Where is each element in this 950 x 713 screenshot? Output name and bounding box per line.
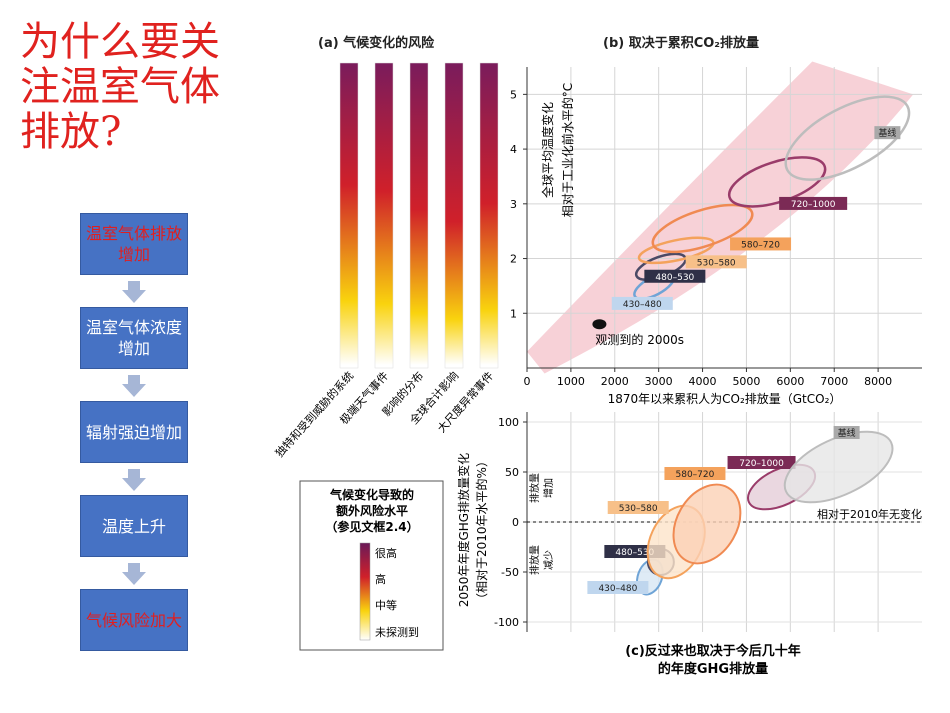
scenario-label: 530–580 — [697, 258, 736, 268]
x-tick-label: 3000 — [645, 375, 673, 388]
scenario-ellipse — [784, 95, 911, 181]
scenario-label-bg — [779, 196, 848, 210]
x-tick-label: 0 — [524, 375, 531, 388]
x-tick-label: 1000 — [557, 375, 585, 388]
x-tick-label: 8000 — [864, 375, 892, 388]
side-label: 排放量 — [528, 473, 541, 503]
legend-box — [299, 480, 444, 651]
side-label: 增加 — [542, 478, 555, 498]
y-tick-label: -100 — [494, 616, 519, 629]
scenario-label-bg — [833, 426, 860, 439]
down-arrow-icon — [122, 281, 146, 303]
scenario-ellipse — [672, 483, 742, 565]
x-tick-label: 7000 — [820, 375, 848, 388]
panel-b-chart: 0 1000 2000 3000 4000 5000 6000 7000 8000 1 2 3 4 5 18… — [510, 61, 922, 406]
legend-level: 未探测到 — [375, 626, 419, 639]
y-axis-label: （相对于2010年水平的%） — [474, 455, 489, 605]
scenario-label: 720–1000 — [791, 200, 836, 210]
flow-step-3: 辐射强迫增加 — [80, 401, 188, 463]
y-tick-label: 5 — [510, 88, 517, 101]
legend-color-bar — [359, 542, 371, 641]
scenario-label-bg — [664, 467, 726, 480]
reference-line-label: 相对于2010年无变化 — [817, 507, 922, 521]
panel-a-title: (a) 气候变化的风险 — [318, 36, 435, 51]
side-label: 减少 — [543, 550, 555, 570]
scenario-label-bg — [607, 501, 669, 514]
down-arrow-icon — [122, 469, 146, 491]
x-axis-label: 1870年以来累积人为CO₂排放量（GtCO₂） — [608, 391, 842, 406]
side-label: 排放量 — [528, 545, 541, 575]
scenario-label: 480–530 — [615, 548, 654, 558]
scenario-label: 530–580 — [619, 504, 658, 514]
scenario-label-bg — [730, 237, 792, 251]
flow-step-1: 温室气体排放增加 — [80, 213, 188, 275]
scenario-label: 430–480 — [623, 300, 662, 310]
scenario-label: 基线 — [838, 427, 856, 439]
panel-c-title-line: (c)反过来也取决于今后几十年 — [625, 643, 801, 659]
risk-bar — [444, 62, 464, 369]
scenario-label-bg — [685, 255, 747, 269]
page-title: 为什么要关注温室气体排放? — [20, 19, 220, 155]
y-tick-label: 50 — [505, 466, 519, 479]
uncertainty-plume — [527, 61, 914, 374]
scenario-label-bg — [611, 296, 673, 310]
panel-b-title: (b) 取决于累积CO₂排放量 — [603, 36, 760, 51]
y-tick-label: 0 — [512, 516, 519, 529]
legend-level: 很高 — [375, 546, 397, 560]
observed-point — [592, 319, 607, 330]
scenario-label: 430–480 — [598, 584, 637, 594]
scenario-label: 720–1000 — [739, 459, 784, 469]
down-arrow-icon — [122, 563, 146, 585]
x-tick-label: 2000 — [601, 375, 629, 388]
y-tick-label: 3 — [510, 198, 517, 211]
scenario-label: 580–720 — [741, 240, 780, 250]
risk-bar — [409, 62, 429, 369]
y-tick-label: 100 — [498, 416, 519, 429]
risk-bar — [374, 62, 394, 369]
flow-step-5: 气候风险加大 — [80, 589, 188, 651]
scenario-label-bg — [644, 269, 706, 283]
legend-level: 中等 — [375, 598, 397, 612]
y-tick-label: 4 — [510, 143, 517, 156]
x-tick-label: 5000 — [732, 375, 760, 388]
legend-title-line: 额外风险水平 — [336, 503, 408, 518]
scenario-label: 480–530 — [655, 273, 694, 283]
legend-title-line: （参见文框2.4） — [325, 519, 418, 534]
down-arrow-icon — [122, 375, 146, 397]
scenario-label-bg — [587, 581, 649, 594]
flow-step-2: 温室气体浓度增加 — [80, 307, 188, 369]
scenario-label: 580–720 — [676, 470, 715, 480]
y-axis-label: 相对于工业化前水平的°C — [560, 83, 575, 217]
y-tick-label: -50 — [501, 566, 519, 579]
panel-c-chart: -100 -50 0 50 100 相对于2010年无变化 2050年年度GHG排放量变化（… — [456, 412, 922, 632]
scenario-label-bg — [727, 456, 796, 469]
scenario-ellipse — [651, 203, 754, 254]
scenario-ellipse — [783, 430, 894, 504]
panel-c-title-line: 的年度GHG排放量 — [658, 661, 768, 677]
observed-label: 观测到的 2000s — [595, 332, 684, 347]
y-axis-label: 全球平均温度变化 — [540, 102, 555, 198]
y-tick-label: 1 — [510, 307, 517, 320]
y-tick-label: 2 — [510, 253, 517, 266]
risk-bar — [339, 62, 359, 369]
risk-bar — [479, 62, 499, 369]
scenario-label: 基线 — [878, 127, 896, 139]
legend-title-line: 气候变化导致的 — [329, 487, 414, 502]
x-tick-label: 4000 — [689, 375, 717, 388]
legend-level: 高 — [375, 572, 386, 586]
y-axis-label: 2050年年度GHG排放量变化 — [456, 453, 471, 607]
scenario-label-bg — [874, 126, 901, 140]
x-tick-label: 6000 — [776, 375, 804, 388]
flow-step-4: 温度上升 — [80, 495, 188, 557]
